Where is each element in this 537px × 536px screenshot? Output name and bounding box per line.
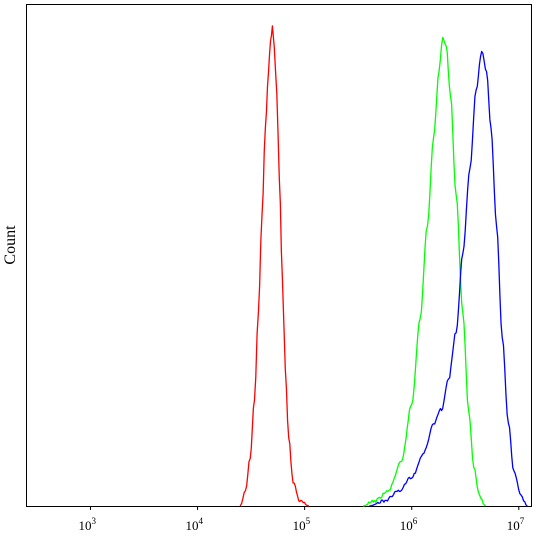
x-axis-ticks: 103 104 105 106 107 bbox=[78, 506, 525, 533]
x-tick-label: 106 bbox=[400, 516, 418, 533]
x-tick-label: 107 bbox=[507, 516, 525, 533]
x-tick-label: 104 bbox=[186, 516, 204, 533]
x-tick-label: 103 bbox=[78, 516, 96, 533]
x-tick-label: 105 bbox=[293, 516, 311, 533]
series-layer bbox=[239, 25, 528, 507]
y-axis-label: Count bbox=[2, 225, 19, 265]
histogram-series-1 bbox=[239, 25, 310, 507]
histogram-series-3 bbox=[369, 50, 528, 507]
plot-frame bbox=[26, 4, 532, 507]
histogram-series-2 bbox=[362, 36, 487, 507]
